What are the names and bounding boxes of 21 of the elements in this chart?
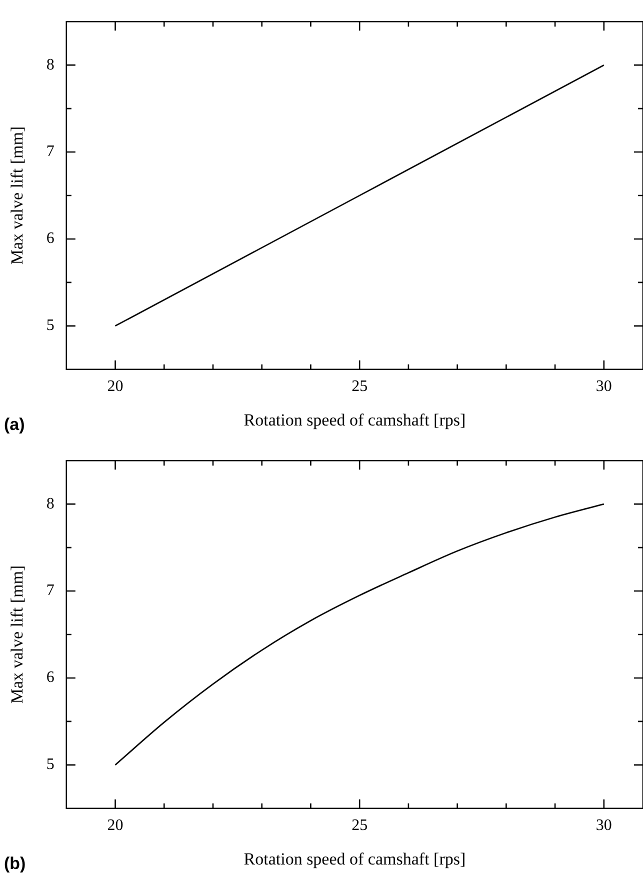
- text: (b): [4, 854, 26, 874]
- y-axis-title: Max valve lift [mm]: [8, 126, 27, 265]
- y-tick-label: 5: [46, 317, 54, 334]
- y-tick-label: 6: [46, 669, 54, 686]
- x-tick-label: 30: [596, 817, 612, 834]
- x-tick-label: 20: [107, 378, 124, 396]
- y-tick-label: 8: [46, 56, 54, 74]
- x-tick-label: 30: [596, 378, 612, 396]
- y-axis-title: Max valve lift [mm]: [8, 565, 27, 704]
- y-tick-label: 7: [46, 582, 54, 600]
- y-tick-label: 8: [46, 495, 54, 512]
- line-series: [114, 503, 605, 766]
- x-tick-label: 20: [107, 817, 124, 834]
- y-tick-label: 5: [46, 756, 54, 774]
- x-axis-title: Rotation speed of camshaft [rps]: [244, 849, 466, 868]
- x-axis-title: Rotation speed of camshaft [rps]: [244, 410, 466, 430]
- y-tick-label: 7: [46, 143, 54, 160]
- y-tick-label: 6: [46, 230, 54, 248]
- text: (a): [4, 415, 25, 435]
- x-tick-label: 25: [352, 378, 368, 396]
- x-tick-label: 25: [352, 817, 368, 834]
